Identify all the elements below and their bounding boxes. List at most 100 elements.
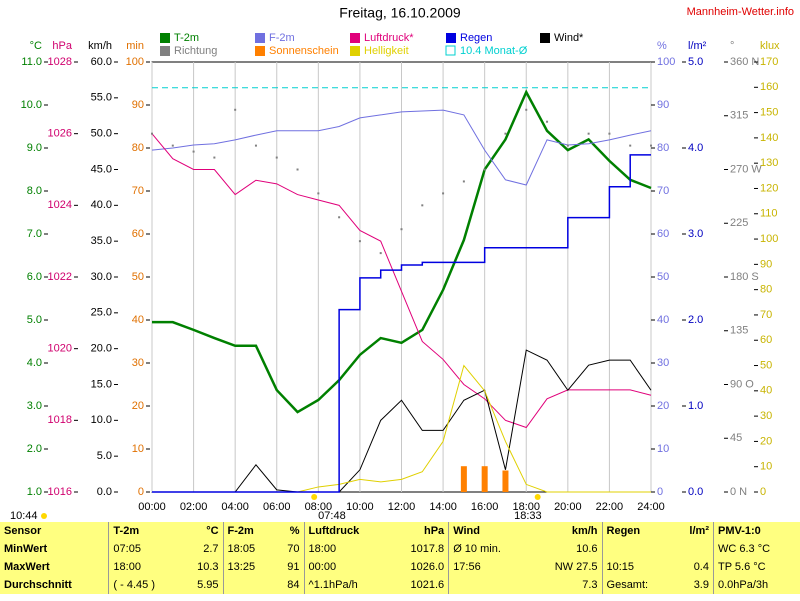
y-tick-label: 150 xyxy=(760,106,778,118)
legend-swatch xyxy=(540,33,550,43)
legend-label: F-2m xyxy=(269,32,295,44)
table-cell: ^1.1hPa/h xyxy=(303,576,389,594)
y-tick-label: 35.0 xyxy=(91,235,112,247)
y-tick-label: 1018 xyxy=(48,414,72,426)
table-cell: Durchschnitt xyxy=(4,579,72,591)
y-tick-label: 360 N xyxy=(730,56,759,68)
table-cell: Luftdruck xyxy=(303,522,389,540)
table-cell: 10.3 xyxy=(197,561,219,573)
table-cell: 91 xyxy=(287,561,300,573)
y-tick-label: 10 xyxy=(657,443,669,455)
table-cell: PMV-1:0 xyxy=(712,522,800,540)
table-row: MaxWert 18:00 10.3 13:25 91 00:00 1026.0 17:56 N… xyxy=(0,558,800,576)
y-tick-label: 20 xyxy=(132,400,144,412)
y-tick-label: 90 xyxy=(132,99,144,111)
y-tick-label: 270 W xyxy=(730,163,762,175)
legend-label: 10.4 Monat-Ø xyxy=(460,45,528,57)
table-cell: 7.3 xyxy=(582,579,598,591)
axis-unit: ° xyxy=(730,40,734,52)
y-tick-label: 70 xyxy=(132,185,144,197)
table-cell: Sensor xyxy=(4,525,42,537)
y-tick-label: 45 xyxy=(730,432,742,444)
x-tick-label: 20:00 xyxy=(554,501,582,513)
y-tick-label: 315 xyxy=(730,110,748,122)
y-tick-label: 50.0 xyxy=(91,128,112,140)
x-tick-label: 06:00 xyxy=(263,501,291,513)
direction-dot xyxy=(254,144,257,147)
y-tick-label: 90 xyxy=(657,99,669,111)
axis-unit: hPa xyxy=(52,40,72,52)
direction-dot xyxy=(525,108,528,111)
direction-dot xyxy=(296,168,299,171)
table-cell: 2.7 xyxy=(203,543,219,555)
y-tick-label: 30.0 xyxy=(91,271,112,283)
y-tick-label: 55.0 xyxy=(91,92,112,104)
legend-label: Wind* xyxy=(554,32,584,44)
axis-unit: l/m² xyxy=(688,40,707,52)
legend-label: Luftdruck* xyxy=(364,32,414,44)
direction-dot xyxy=(629,144,632,147)
y-tick-label: 80 xyxy=(657,142,669,154)
y-tick-label: 5.0 xyxy=(688,56,703,68)
y-tick-label: 50 xyxy=(132,271,144,283)
sun-marker xyxy=(534,494,541,500)
summary-table: Sensor T-2m °C F-2m% Luftdruck hPa Wind km/h Reg… xyxy=(0,522,800,594)
table-cell: l/m² xyxy=(689,525,709,537)
table-cell: 5.95 xyxy=(197,579,219,591)
y-tick-label: 10 xyxy=(132,443,144,455)
sunshine-bar xyxy=(481,466,488,492)
direction-dot xyxy=(566,144,569,147)
table-cell: °C xyxy=(206,525,219,537)
y-tick-label: 1016 xyxy=(48,486,72,498)
y-tick-label: 60 xyxy=(760,334,772,346)
table-cell: 1026.0 xyxy=(410,561,445,573)
table-cell: NW 27.5 xyxy=(554,561,598,573)
axis-unit: klux xyxy=(760,40,780,52)
table-row: Sensor T-2m °C F-2m% Luftdruck hPa Wind km/h Reg… xyxy=(0,522,800,540)
legend-swatch xyxy=(446,33,456,43)
table-cell xyxy=(448,576,529,594)
y-tick-label: 110 xyxy=(760,208,778,220)
y-tick-label: 0 xyxy=(760,486,766,498)
legend-swatch xyxy=(445,45,456,56)
y-tick-label: 0 xyxy=(657,486,663,498)
sunshine-bar xyxy=(502,470,509,492)
series-line xyxy=(152,89,652,414)
table-cell: 18:00 xyxy=(303,540,389,558)
y-tick-label: 100 xyxy=(760,233,778,245)
table-cell: hPa xyxy=(424,525,445,537)
direction-dot xyxy=(400,228,403,231)
direction-dot xyxy=(317,192,320,195)
y-tick-label: 100 xyxy=(126,56,144,68)
legend-label: Helligkeit xyxy=(364,45,409,57)
direction-dot xyxy=(275,156,278,159)
y-tick-label: 130 xyxy=(760,157,778,169)
table-cell: 18:05 xyxy=(222,540,275,558)
table-cell: TP 5.6 °C xyxy=(712,558,800,576)
y-tick-label: 180 S xyxy=(730,271,759,283)
y-tick-label: 3.0 xyxy=(27,400,42,412)
table-cell xyxy=(222,576,275,594)
y-tick-label: 120 xyxy=(760,182,778,194)
y-tick-label: 60 xyxy=(132,228,144,240)
y-tick-label: 5.0 xyxy=(27,314,42,326)
table-cell: Gesamt: xyxy=(601,576,674,594)
x-tick-label: 14:00 xyxy=(429,501,457,513)
table-cell: ( - 4.45 ) xyxy=(108,576,181,594)
chart-title: Freitag, 16.10.2009 xyxy=(339,5,461,21)
y-tick-label: 1.0 xyxy=(688,400,703,412)
legend-swatch xyxy=(255,33,265,43)
y-tick-label: 4.0 xyxy=(27,357,42,369)
y-tick-label: 1026 xyxy=(48,128,72,140)
table-cell xyxy=(673,540,713,558)
y-tick-label: 0.0 xyxy=(688,486,703,498)
table-cell: 84 xyxy=(287,579,300,591)
y-tick-label: 70 xyxy=(760,309,772,321)
y-tick-label: 60.0 xyxy=(91,56,112,68)
legend-label: T-2m xyxy=(174,32,199,44)
y-tick-label: 2.0 xyxy=(688,314,703,326)
series-step xyxy=(152,154,651,493)
table-cell: 10.6 xyxy=(576,543,598,555)
legend-swatch xyxy=(160,46,170,56)
